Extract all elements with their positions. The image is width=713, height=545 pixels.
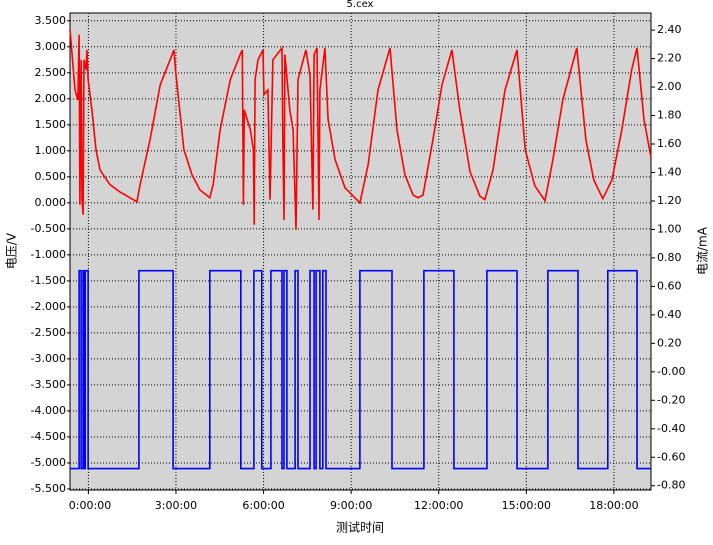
y-tick-label: 2.000 <box>35 92 67 105</box>
y-tick-label: -3.000 <box>31 352 66 365</box>
x-tick-label: 18:00:00 <box>589 499 638 512</box>
y2-tick-label: 0.40 <box>657 308 682 321</box>
x-tick-label: 9:00:00 <box>330 499 372 512</box>
x-axis-label: 测试时间 <box>336 520 384 535</box>
y-tick-label: -4.000 <box>31 404 66 417</box>
y2-axis-label: 电流/mA <box>696 226 710 275</box>
y2-tick-label: 2.20 <box>657 52 682 65</box>
series-line <box>69 29 652 230</box>
x-tick-label: 6:00:00 <box>242 499 284 512</box>
y2-tick-label: 0.80 <box>657 251 682 264</box>
y2-tick-label: 2.00 <box>657 80 682 93</box>
y2-tick-label: 1.00 <box>657 222 682 235</box>
series-line <box>70 269 651 470</box>
y-tick-label: -2.500 <box>31 326 66 339</box>
y-tick-label: -2.000 <box>31 300 66 313</box>
y2-tick-label: 1.60 <box>657 137 682 150</box>
y-tick-label: 3.500 <box>35 14 67 27</box>
y2-tick-label: -0.60 <box>657 450 685 463</box>
y2-tick-label: 1.20 <box>657 194 682 207</box>
y2-tick-label: -0.20 <box>657 393 685 406</box>
y2-tick-label: -0.40 <box>657 422 685 435</box>
y-tick-label: 3.000 <box>35 40 67 53</box>
y-tick-label: 1.000 <box>35 144 67 157</box>
x-tick-label: 3:00:00 <box>155 499 197 512</box>
y2-tick-label: -0.00 <box>657 365 685 378</box>
y-tick-label: 1.500 <box>35 118 67 131</box>
y2-tick-label: 0.60 <box>657 279 682 292</box>
y2-tick-label: 1.40 <box>657 165 682 178</box>
y-tick-label: -5.500 <box>31 482 66 495</box>
y-tick-label: -5.000 <box>31 456 66 469</box>
y-tick-label: 0.000 <box>35 196 67 209</box>
y-tick-label: 0.500 <box>35 170 67 183</box>
x-tick-label: 15:00:00 <box>502 499 551 512</box>
y-tick-label: -0.500 <box>31 222 66 235</box>
y-tick-label: -1.500 <box>31 274 66 287</box>
y-axis-label: 电压/V <box>5 232 19 269</box>
chart-title: 5.cex <box>347 0 374 10</box>
y2-tick-label: 1.80 <box>657 109 682 122</box>
x-tick-label: 12:00:00 <box>414 499 463 512</box>
y2-tick-label: 2.40 <box>657 23 682 36</box>
x-tick-label: 0:00:00 <box>69 499 111 512</box>
y2-tick-label: 0.20 <box>657 336 682 349</box>
y-tick-label: -4.500 <box>31 430 66 443</box>
y2-tick-label: -0.80 <box>657 479 685 492</box>
y-tick-label: 2.500 <box>35 66 67 79</box>
y-tick-label: -1.000 <box>31 248 66 261</box>
y-tick-label: -3.500 <box>31 378 66 391</box>
